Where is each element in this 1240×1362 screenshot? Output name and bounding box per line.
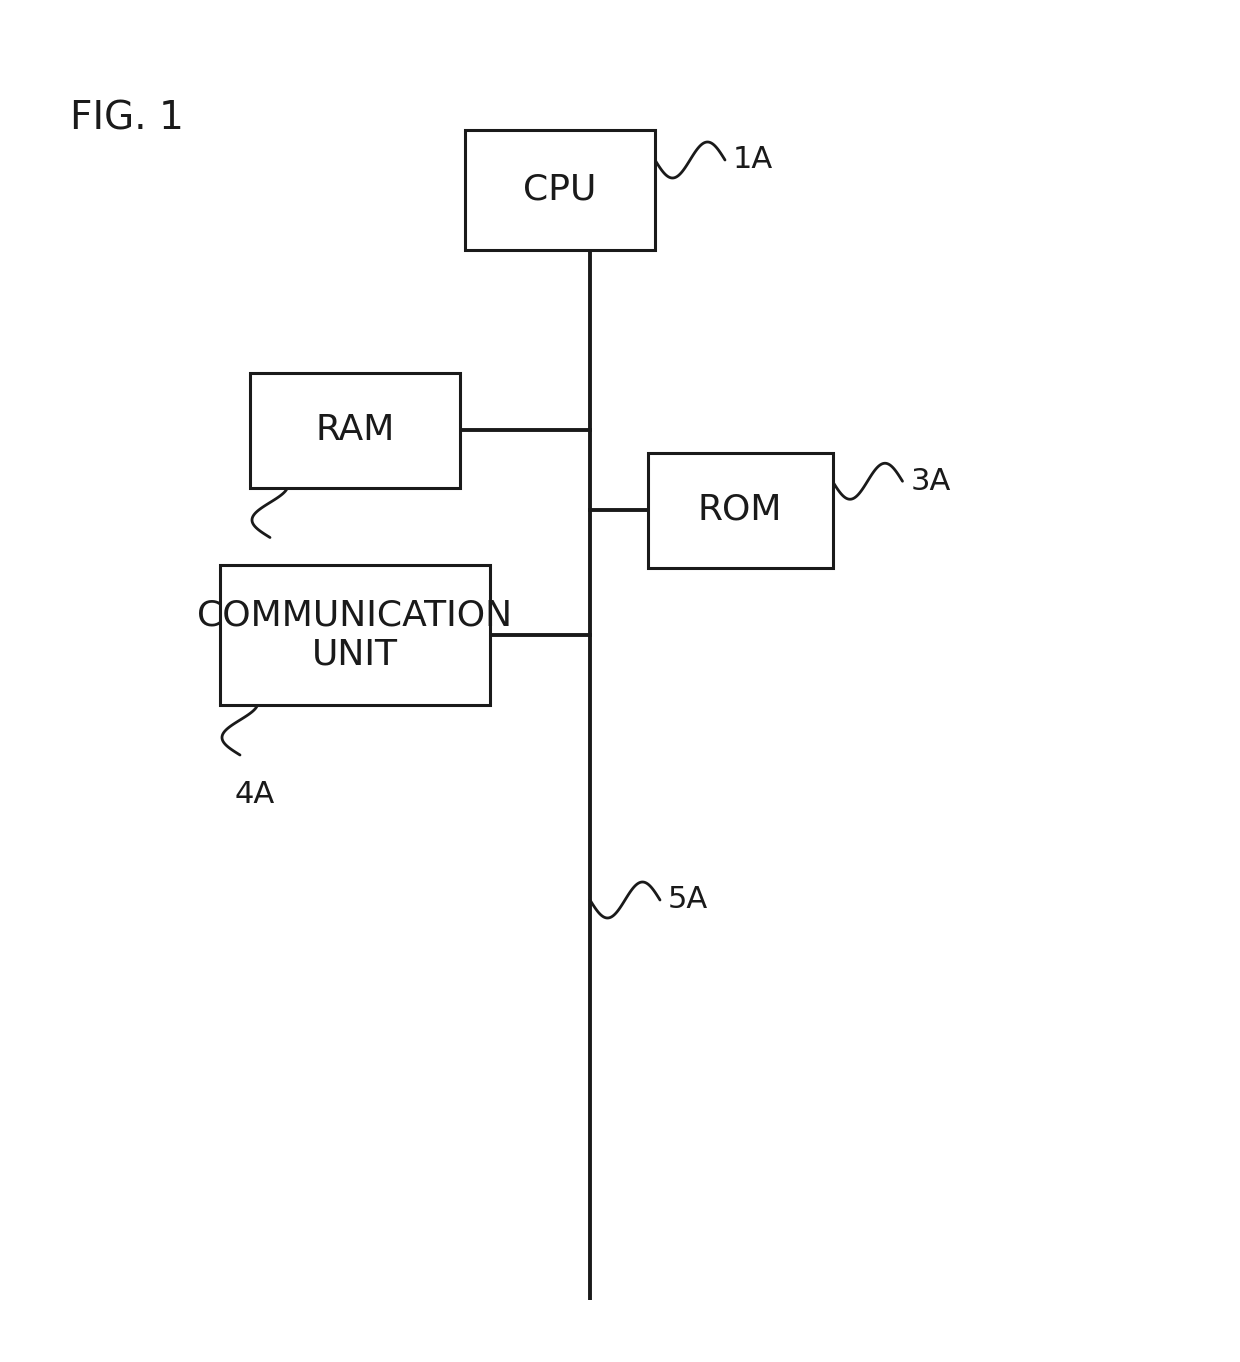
Text: 4A: 4A bbox=[236, 780, 275, 809]
Text: 3A: 3A bbox=[910, 467, 951, 496]
Text: 1A: 1A bbox=[733, 146, 774, 174]
Bar bbox=[465, 129, 655, 251]
Bar bbox=[647, 452, 832, 568]
Text: CPU: CPU bbox=[523, 173, 596, 207]
Text: COMMUNICATION
UNIT: COMMUNICATION UNIT bbox=[197, 598, 512, 671]
Text: 5A: 5A bbox=[668, 885, 708, 914]
Text: RAM: RAM bbox=[315, 413, 394, 447]
Text: FIG. 1: FIG. 1 bbox=[69, 99, 184, 138]
Text: 2A: 2A bbox=[265, 563, 305, 591]
Bar bbox=[250, 372, 460, 488]
Text: ROM: ROM bbox=[698, 493, 782, 527]
Bar bbox=[219, 565, 490, 706]
